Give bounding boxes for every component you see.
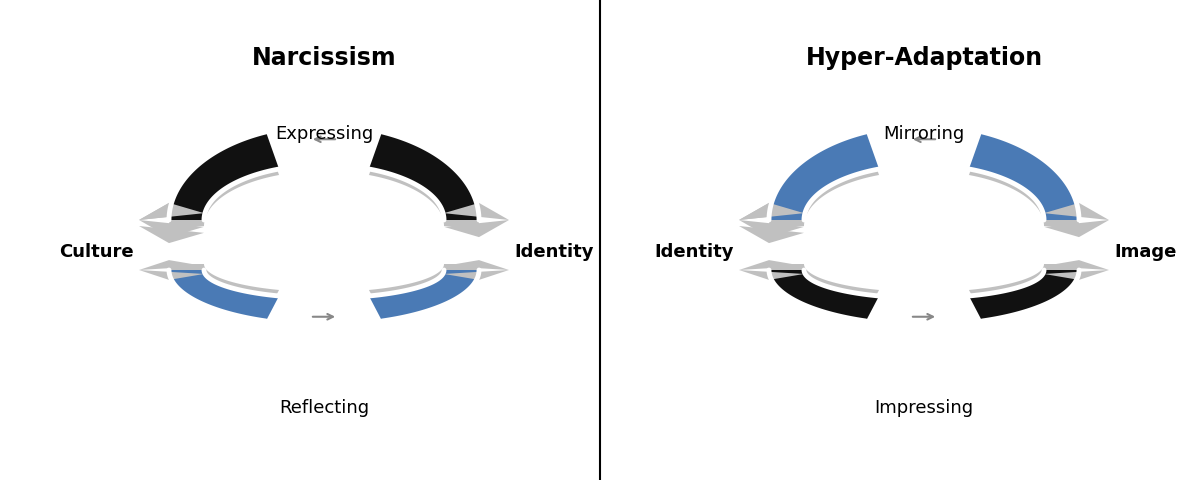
- Polygon shape: [968, 138, 1079, 226]
- Polygon shape: [1044, 203, 1109, 220]
- Polygon shape: [169, 138, 280, 226]
- Polygon shape: [139, 226, 204, 243]
- Polygon shape: [444, 203, 509, 220]
- Text: Expressing: Expressing: [275, 125, 373, 144]
- Polygon shape: [444, 270, 509, 280]
- Polygon shape: [139, 270, 204, 280]
- Polygon shape: [368, 270, 479, 321]
- Polygon shape: [739, 226, 804, 243]
- Polygon shape: [139, 220, 204, 237]
- Polygon shape: [1044, 260, 1109, 270]
- Polygon shape: [769, 138, 880, 226]
- Polygon shape: [139, 203, 204, 220]
- Polygon shape: [739, 203, 804, 220]
- Polygon shape: [169, 132, 280, 220]
- Text: Impressing: Impressing: [875, 399, 973, 417]
- Text: Image: Image: [1114, 243, 1176, 261]
- Polygon shape: [444, 260, 509, 270]
- Polygon shape: [169, 264, 280, 315]
- Polygon shape: [739, 270, 804, 280]
- Text: Culture: Culture: [59, 243, 134, 261]
- Polygon shape: [968, 132, 1079, 220]
- Text: Narcissism: Narcissism: [252, 46, 396, 70]
- Text: Mirroring: Mirroring: [883, 125, 965, 144]
- Polygon shape: [769, 270, 880, 321]
- Polygon shape: [968, 264, 1079, 315]
- Polygon shape: [1044, 270, 1109, 280]
- Text: Identity: Identity: [654, 243, 734, 261]
- Polygon shape: [968, 270, 1079, 321]
- Polygon shape: [444, 220, 509, 237]
- Polygon shape: [739, 203, 804, 220]
- Polygon shape: [739, 260, 804, 270]
- Text: Reflecting: Reflecting: [278, 399, 370, 417]
- Polygon shape: [1044, 220, 1109, 237]
- Polygon shape: [368, 264, 479, 315]
- Text: Hyper-Adaptation: Hyper-Adaptation: [805, 46, 1043, 70]
- Polygon shape: [368, 132, 479, 220]
- Polygon shape: [368, 138, 479, 226]
- Polygon shape: [769, 264, 880, 315]
- Polygon shape: [169, 270, 280, 321]
- Polygon shape: [739, 220, 804, 237]
- Polygon shape: [769, 132, 880, 220]
- Polygon shape: [139, 260, 204, 270]
- Text: Identity: Identity: [514, 243, 594, 261]
- Polygon shape: [139, 203, 204, 220]
